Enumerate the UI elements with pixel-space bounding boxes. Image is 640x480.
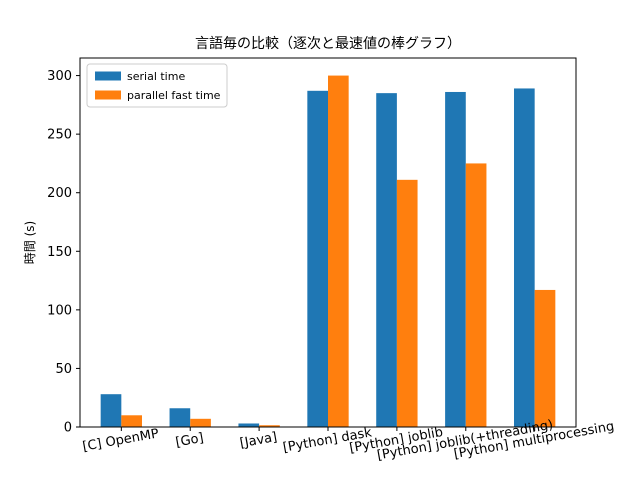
legend-swatch — [95, 71, 121, 81]
bar-serial-6 — [514, 88, 535, 427]
bar-parallel-5 — [465, 163, 487, 427]
bar-parallel-4 — [396, 179, 418, 427]
legend: serial time parallel fast time — [86, 63, 228, 108]
bar-parallel-6 — [534, 289, 556, 427]
y-tick-label: 250 — [47, 128, 72, 143]
bar-serial-5 — [445, 91, 466, 427]
legend-box — [86, 63, 228, 108]
bar-parallel-1 — [190, 418, 211, 427]
x-tick-label: [C] OpenMP — [81, 426, 160, 454]
y-tick-label: 150 — [47, 245, 72, 260]
bar-serial-3 — [307, 90, 328, 428]
y-axis-label: 時間 (s) — [23, 221, 37, 264]
bar-parallel-2 — [259, 425, 280, 427]
y-tick-label: 100 — [47, 303, 72, 318]
chart-title: 言語毎の比較（逐次と最速値の棒グラフ） — [195, 36, 461, 52]
legend-label: parallel fast time — [127, 89, 221, 102]
bar-parallel-0 — [121, 415, 142, 427]
bar-serial-4 — [376, 93, 397, 428]
bar-serial-0 — [100, 394, 122, 427]
y-tick-label: 300 — [47, 69, 72, 84]
y-tick-label: 50 — [55, 362, 72, 377]
legend-swatch — [95, 90, 121, 100]
bar-parallel-3 — [328, 75, 349, 428]
y-tick-label: 200 — [47, 186, 72, 201]
x-tick-label: [Java] — [239, 430, 279, 451]
bar-serial-2 — [238, 423, 260, 427]
legend-label: serial time — [127, 70, 185, 83]
bar-serial-1 — [169, 408, 191, 427]
x-tick-label: [Go] — [174, 431, 204, 451]
y-tick-label: 0 — [64, 421, 72, 436]
